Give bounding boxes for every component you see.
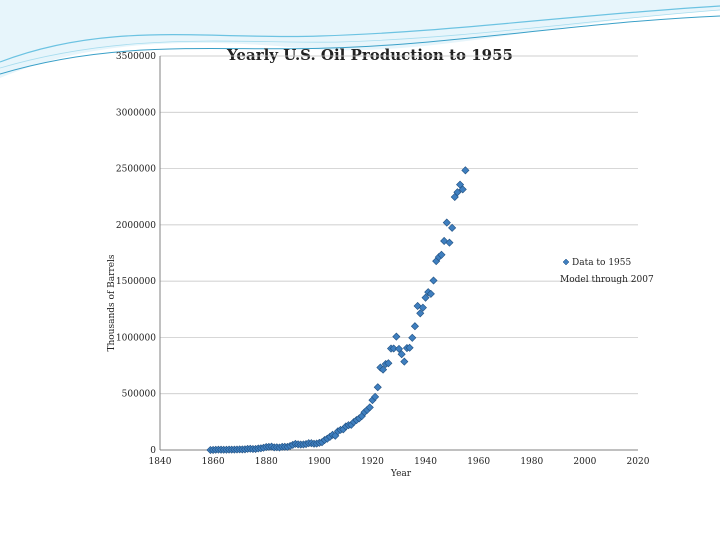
data-point [379, 365, 388, 374]
legend-label-model: Model through 2007 [560, 275, 654, 285]
data-point [421, 293, 430, 302]
header-wave-shape [0, 0, 720, 78]
data-point [453, 188, 462, 197]
x-tick-label: 1940 [414, 457, 437, 467]
header-wave-line-3 [0, 9, 720, 69]
y-tick-label: 3500000 [116, 52, 156, 62]
data-point [400, 357, 409, 366]
x-tick-label: 1880 [255, 457, 278, 467]
y-tick-label: 0 [150, 446, 156, 456]
data-point [461, 166, 470, 175]
y-tick-label: 2000000 [116, 221, 156, 231]
data-point [429, 276, 438, 285]
y-tick-label: 2500000 [116, 165, 156, 175]
x-tick-label: 2020 [627, 457, 650, 467]
data-point [416, 309, 425, 318]
x-tick-label: 2000 [573, 457, 596, 467]
x-tick-label: 1980 [520, 457, 543, 467]
data-point [405, 343, 414, 352]
data-point [413, 301, 422, 311]
x-tick-label: 1920 [361, 457, 384, 467]
legend-data-marker [562, 258, 570, 266]
data-point [384, 359, 393, 368]
data-points [206, 166, 470, 455]
legend: Data to 1955 Model through 2007 [558, 258, 654, 285]
x-tick-label: 1960 [467, 457, 490, 467]
y-tick-label: 1500000 [116, 277, 156, 287]
data-point [448, 223, 457, 232]
data-point [394, 344, 404, 353]
header-wave-decoration [0, 0, 720, 78]
data-point [418, 303, 427, 312]
x-tick-label: 1860 [202, 457, 225, 467]
x-tick-labels: 1840 1860 1880 1900 1920 1940 1960 1980 2000 2020 [149, 457, 650, 467]
data-point [437, 250, 446, 259]
data-point [408, 333, 417, 342]
data-point [426, 289, 435, 298]
x-axis-title: Year [390, 469, 412, 479]
y-tick-label: 1000000 [116, 333, 156, 343]
axes [159, 56, 638, 451]
y-axis-title: Thousands of Barrels [107, 254, 117, 351]
data-point [445, 238, 454, 247]
y-tick-labels: 0 500000 1000000 1500000 2000000 2500000 30000… [116, 52, 156, 456]
data-point [371, 392, 380, 401]
legend-label-data: Data to 1955 [572, 258, 631, 268]
header-wave-line-1 [0, 5, 720, 63]
data-point [389, 344, 398, 353]
x-tick-label: 1840 [149, 457, 172, 467]
y-tick-label: 3000000 [116, 108, 156, 118]
data-point [397, 350, 406, 359]
data-point [373, 383, 382, 392]
x-tick-label: 1900 [308, 457, 331, 467]
y-tick-label: 500000 [122, 390, 157, 400]
data-point [392, 332, 401, 341]
chart-title: Yearly U.S. Oil Production to 1955 [227, 46, 513, 64]
gridlines [160, 55, 638, 395]
header-wave-line-2 [0, 15, 720, 75]
data-point [410, 322, 419, 331]
data-point [365, 403, 374, 412]
data-point [442, 218, 451, 227]
data-point [458, 185, 467, 194]
